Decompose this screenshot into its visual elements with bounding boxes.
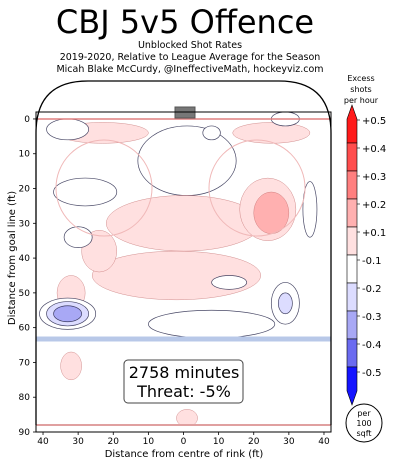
y-tick-label: 80 [19,393,31,403]
y-axis-label: Distance from goal line (ft) [7,191,18,325]
colorbar-band-2 [346,170,358,200]
faceoff-circle-left [55,139,153,237]
subtitle-line-1: Unblocked Shot Rates [138,40,242,51]
colorbar-band-7 [346,310,358,340]
colorbar-title-3: per hour [344,96,379,105]
x-axis-label: Distance from centre of rink (ft) [105,449,264,460]
y-tick-label: 0 [24,115,30,125]
unit-badge-line-2: 100 [356,419,371,428]
x-tick-label: 20 [108,437,120,447]
heat-region-7 [46,118,90,141]
annotation-threat: Threat: -5% [136,382,231,401]
colorbar-label: -0.2 [362,284,382,295]
x-axis-ticks: 40 30 20 10 0 10 20 30 40 [37,432,330,447]
colorbar-label: +0.5 [362,116,386,127]
y-axis-ticks: 0 10 20 30 40 50 60 70 80 90 [19,115,36,438]
rink-markings [35,80,332,433]
y-tick-label: 70 [19,358,31,368]
faceoff-circle-right [208,139,306,237]
colorbar-band-3 [346,198,358,228]
colorbar-band-9 [346,366,358,406]
colorbar-title-2: shots [350,85,371,94]
unit-badge: per 100 sqft [345,403,383,443]
colorbar-band-0 [346,104,358,144]
heat-region-11 [106,195,261,252]
colorbar-label: -0.4 [362,340,382,351]
heat-region-25 [53,305,83,323]
heat-region-22 [148,309,276,339]
colorbar-label: +0.3 [362,172,386,183]
y-tick-label: 60 [19,324,31,334]
y-tick-label: 20 [19,185,31,195]
colorbar-band-5 [346,254,358,284]
colorbar-label: +0.4 [362,144,386,155]
subtitle-line-2: 2019-2020, Relative to League Average fo… [60,52,321,63]
heat-region-21 [211,275,248,290]
unit-badge-line-3: sqft [356,429,371,438]
colorbar-title-1: Excess [347,74,374,83]
colorbar: Excess shots per hour +0.5 +0.4 +0.3 +0.2 +0… [344,74,386,406]
colorbar-band-1 [346,142,358,172]
x-tick-label: 20 [248,437,260,447]
heat-region-26 [60,351,82,381]
colorbar-label: -0.1 [362,256,382,267]
heat-region-20 [277,292,293,315]
colorbar-band-6 [346,282,358,312]
y-tick-label: 10 [19,150,31,160]
x-tick-label: 30 [283,437,295,447]
unit-badge-line-1: per [357,409,371,418]
x-tick-label: 40 [318,437,330,447]
chart-title: CBJ 5v5 Offence [56,3,314,41]
heat-region-17 [302,181,318,238]
rink-boards [35,80,332,425]
y-tick-label: 50 [19,289,31,299]
plot-area: 40 30 20 10 0 10 20 30 40 0 10 20 30 40 50 60 70 80 90 [19,80,332,447]
colorbar-label: -0.5 [362,368,382,379]
colorbar-label: +0.2 [362,200,386,211]
subtitle-line-3: Micah Blake McCurdy, @IneffectiveMath, h… [56,64,323,75]
heat-region-14 [91,250,261,301]
heat-region-4 [137,125,237,196]
x-tick-label: 30 [72,437,84,447]
x-tick-label: 10 [143,437,155,447]
heat-region-27 [176,409,198,425]
y-tick-label: 30 [19,219,31,229]
colorbar-band-8 [346,338,358,368]
annotation-minutes: 2758 minutes [129,363,240,382]
y-tick-label: 90 [19,428,31,438]
heat-region-10 [53,177,118,207]
x-tick-label: 0 [181,437,187,447]
heat-region-8 [202,125,221,141]
heat-region-16 [63,226,93,249]
annotation-box: 2758 minutes Threat: -5% [123,359,244,404]
x-tick-label: 10 [213,437,225,447]
y-tick-label: 40 [19,254,31,264]
colorbar-label: +0.1 [362,228,386,239]
colorbar-band-4 [346,226,358,256]
colorbar-label: -0.3 [362,312,382,323]
x-tick-label: 40 [37,437,49,447]
heat-region-6 [232,122,311,144]
